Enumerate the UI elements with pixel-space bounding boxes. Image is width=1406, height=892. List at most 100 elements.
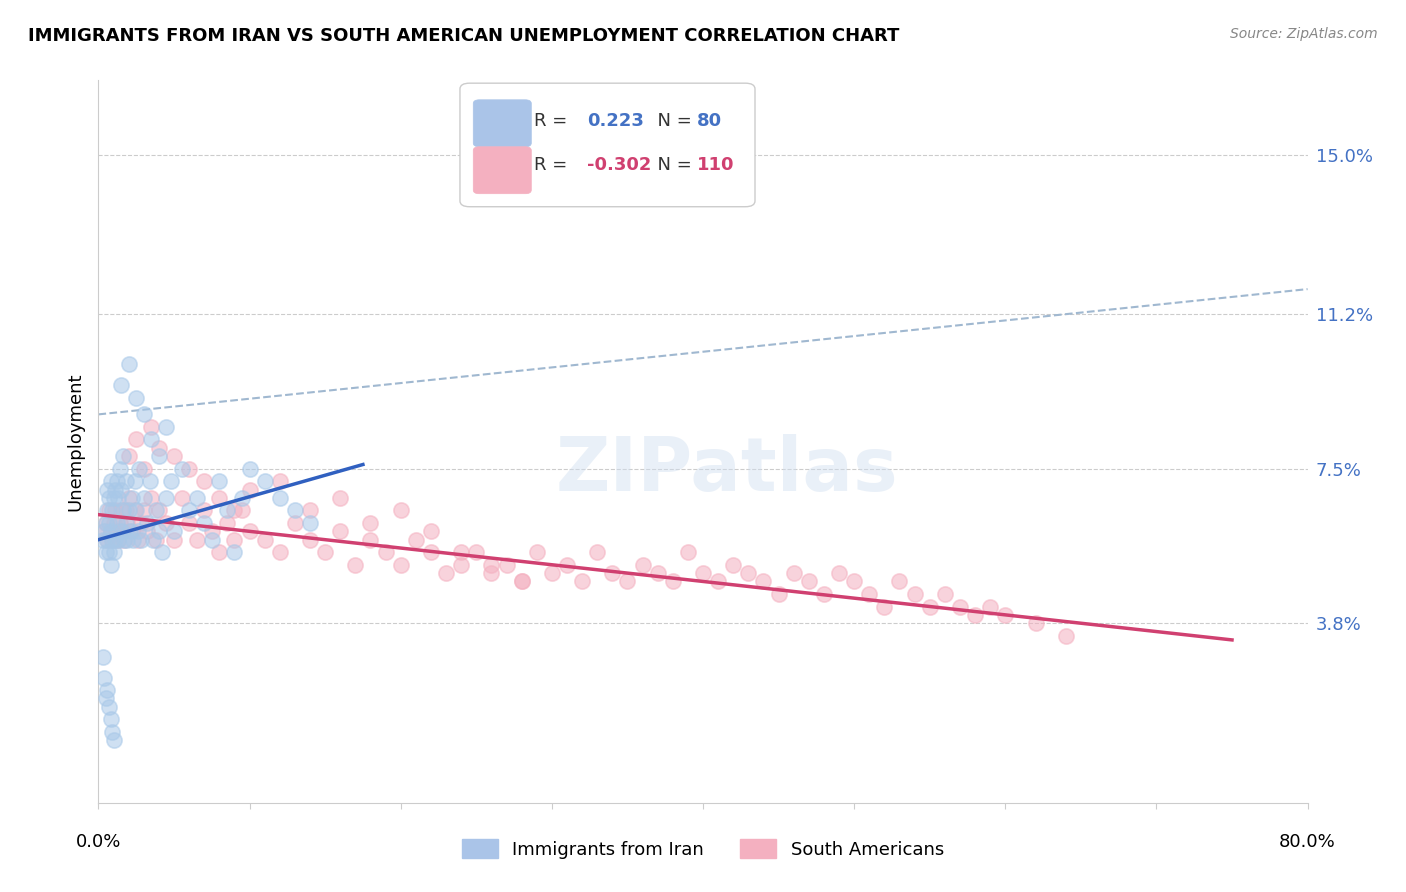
Point [405, 533, 427, 547]
Point [110, 378, 132, 392]
Point [215, 503, 238, 517]
Point [299, 503, 322, 517]
Point [269, 474, 291, 488]
Point [145, 503, 167, 517]
Point [344, 558, 367, 572]
Point [163, 449, 186, 463]
Point [201, 524, 224, 539]
Point [94, 545, 117, 559]
Point [127, 533, 149, 547]
Point [93, 671, 115, 685]
Point [269, 545, 291, 559]
Point [101, 724, 124, 739]
Point [103, 491, 125, 505]
Point [858, 587, 880, 601]
Point [723, 558, 745, 572]
Point [101, 533, 124, 547]
Point [692, 566, 714, 580]
Point [114, 474, 136, 488]
Point [155, 491, 177, 505]
Point [602, 566, 624, 580]
Point [360, 516, 382, 530]
Point [125, 433, 148, 447]
Point [105, 516, 128, 530]
Point [104, 503, 127, 517]
Point [108, 461, 131, 475]
Point [904, 587, 927, 601]
Point [129, 516, 152, 530]
Point [450, 558, 472, 572]
Point [239, 483, 262, 497]
Point [389, 503, 412, 517]
Point [93, 524, 115, 539]
Point [647, 566, 669, 580]
Point [107, 533, 129, 547]
Point [571, 574, 593, 589]
Point [239, 461, 262, 475]
Point [122, 533, 145, 547]
Point [98, 699, 121, 714]
FancyBboxPatch shape [474, 147, 531, 194]
Point [100, 474, 122, 488]
Point [661, 574, 683, 589]
Point [828, 566, 851, 580]
Point [127, 524, 149, 539]
Point [994, 607, 1017, 622]
Point [231, 491, 253, 505]
Text: 80.0%: 80.0% [1279, 833, 1336, 851]
Point [94, 691, 117, 706]
Point [118, 449, 141, 463]
Y-axis label: Unemployment: Unemployment [66, 372, 84, 511]
Point [128, 461, 150, 475]
Point [186, 491, 208, 505]
Point [299, 533, 322, 547]
Point [420, 545, 443, 559]
Point [420, 524, 443, 539]
Point [103, 545, 125, 559]
Point [114, 516, 136, 530]
Point [145, 533, 167, 547]
FancyBboxPatch shape [460, 83, 755, 207]
Point [125, 391, 148, 405]
Point [121, 491, 143, 505]
Point [155, 516, 177, 530]
Point [186, 533, 208, 547]
Point [231, 503, 253, 517]
Point [889, 574, 911, 589]
Point [253, 533, 276, 547]
Point [132, 461, 155, 475]
Point [98, 491, 121, 505]
Point [495, 558, 517, 572]
Point [141, 420, 163, 434]
Point [96, 533, 118, 547]
Point [111, 503, 134, 517]
Point [949, 599, 972, 614]
Point [179, 503, 201, 517]
Point [201, 533, 224, 547]
Text: ZIPatlas: ZIPatlas [555, 434, 898, 507]
Point [150, 545, 173, 559]
Point [737, 566, 759, 580]
Point [555, 558, 578, 572]
Point [135, 516, 157, 530]
Text: N =: N = [647, 156, 697, 174]
Point [94, 516, 117, 530]
Point [314, 545, 336, 559]
Point [918, 599, 941, 614]
Point [299, 516, 322, 530]
Point [215, 516, 238, 530]
Point [91, 533, 114, 547]
Point [389, 558, 412, 572]
Point [148, 449, 170, 463]
Point [94, 516, 117, 530]
Point [374, 545, 396, 559]
Point [112, 533, 135, 547]
Point [170, 461, 193, 475]
Text: N =: N = [647, 112, 697, 130]
Point [284, 503, 307, 517]
Point [155, 420, 177, 434]
Point [110, 524, 132, 539]
Point [100, 712, 122, 726]
Point [100, 524, 122, 539]
Point [139, 474, 162, 488]
